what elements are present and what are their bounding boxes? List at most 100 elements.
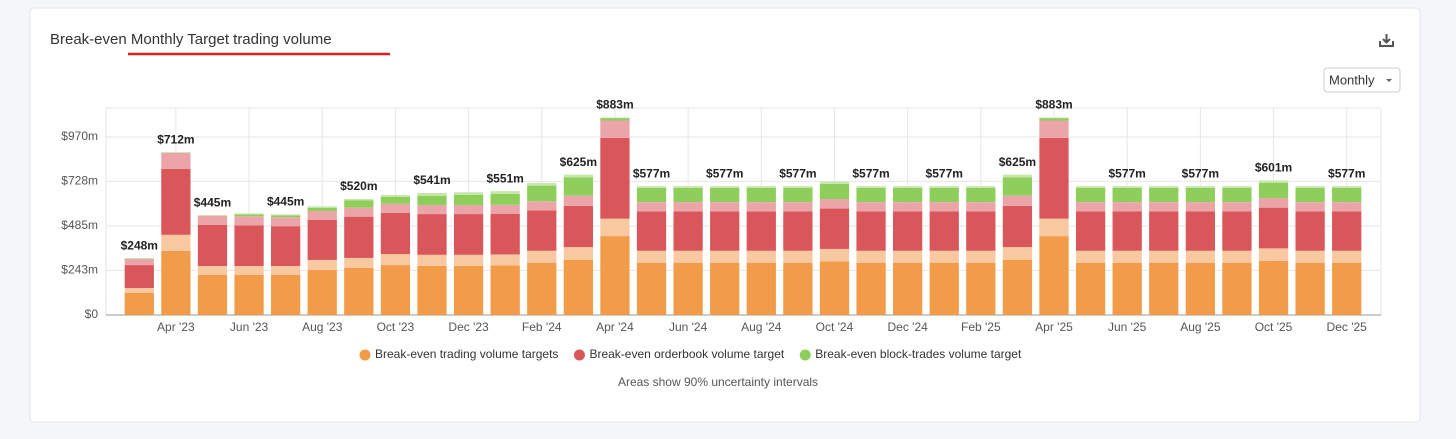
bar-segment xyxy=(1003,206,1032,247)
uncertainty-band xyxy=(1113,251,1142,263)
total-label: $601m xyxy=(1255,161,1292,175)
legend-label: Break-even block-trades volume target xyxy=(815,347,1022,361)
bar-segment xyxy=(710,211,739,250)
bar-segment xyxy=(783,263,812,315)
total-label: $577m xyxy=(926,166,963,180)
uncertainty-band xyxy=(1332,202,1361,211)
legend-marker xyxy=(360,350,371,361)
total-label: $577m xyxy=(633,166,670,180)
bar-segment xyxy=(454,195,483,205)
uncertainty-band xyxy=(783,251,812,263)
bar-segment xyxy=(417,214,446,255)
bar-segment xyxy=(747,263,776,315)
x-tick-label: Aug '25 xyxy=(1180,320,1221,334)
legend-label: Break-even orderbook volume target xyxy=(589,347,784,361)
uncertainty-band xyxy=(564,175,593,178)
bar-segment xyxy=(381,213,410,254)
bar-segment xyxy=(673,188,702,202)
uncertainty-band xyxy=(966,186,995,188)
uncertainty-band xyxy=(1076,186,1105,188)
x-tick-label: Dec '23 xyxy=(448,320,489,334)
x-tick-label: Aug '23 xyxy=(302,320,343,334)
uncertainty-band xyxy=(710,202,739,211)
x-tick-label: Oct '23 xyxy=(377,320,415,334)
uncertainty-band xyxy=(271,266,300,275)
legend-label: Break-even trading volume targets xyxy=(375,347,558,361)
x-tick-label: Jun '24 xyxy=(669,320,708,334)
bar-segment xyxy=(1113,211,1142,250)
bar-segment xyxy=(856,188,885,202)
bar-segment xyxy=(344,200,373,207)
uncertainty-band xyxy=(710,186,739,188)
y-tick-label: $485m xyxy=(61,218,98,232)
bar-segment xyxy=(234,275,263,315)
bar-segment xyxy=(966,263,995,315)
uncertainty-band xyxy=(234,216,263,225)
uncertainty-band xyxy=(344,208,373,217)
bar-segment xyxy=(1003,177,1032,195)
uncertainty-band xyxy=(930,186,959,188)
bar-segment xyxy=(966,211,995,250)
uncertainty-band xyxy=(747,186,776,188)
download-button[interactable] xyxy=(1380,33,1394,46)
uncertainty-band xyxy=(1332,251,1361,263)
x-tick-label: Feb '24 xyxy=(522,320,562,334)
bar-segment xyxy=(747,211,776,250)
uncertainty-band xyxy=(600,118,629,119)
uncertainty-band xyxy=(1295,251,1324,263)
uncertainty-band xyxy=(1003,196,1032,206)
uncertainty-band xyxy=(198,216,227,225)
bar-segment xyxy=(1076,211,1105,250)
x-tick-label: Jun '25 xyxy=(1108,320,1147,334)
chart-title: Break-even Monthly Target trading volume xyxy=(50,31,332,48)
uncertainty-band xyxy=(600,219,629,236)
period-dropdown[interactable]: Monthly xyxy=(1324,68,1400,92)
uncertainty-band xyxy=(1149,251,1178,263)
uncertainty-band xyxy=(381,254,410,265)
uncertainty-band xyxy=(417,255,446,266)
bar-segment xyxy=(527,210,556,250)
total-label: $551m xyxy=(486,171,523,185)
uncertainty-band xyxy=(491,254,520,265)
total-label: $577m xyxy=(706,166,743,180)
bar-segment xyxy=(1003,260,1032,315)
uncertainty-band xyxy=(527,201,556,210)
bar-segment xyxy=(1332,211,1361,250)
bar-segment xyxy=(747,188,776,202)
total-label: $883m xyxy=(1035,98,1072,112)
total-label: $625m xyxy=(560,155,597,169)
uncertainty-band xyxy=(417,205,446,214)
bar-segment xyxy=(710,263,739,315)
bar-segment xyxy=(1295,188,1324,202)
x-tick-label: Oct '24 xyxy=(816,320,854,334)
uncertainty-band xyxy=(491,191,520,194)
dropdown-label[interactable]: Monthly xyxy=(1329,72,1375,87)
uncertainty-band xyxy=(308,260,337,270)
uncertainty-band xyxy=(600,120,629,137)
uncertainty-band xyxy=(637,202,666,211)
bar-segment xyxy=(856,211,885,250)
uncertainty-band xyxy=(966,251,995,263)
uncertainty-band xyxy=(161,235,190,251)
uncertainty-band xyxy=(381,204,410,213)
uncertainty-band xyxy=(856,202,885,211)
bar-segment xyxy=(1149,263,1178,315)
bar-segment xyxy=(820,184,849,199)
uncertainty-band xyxy=(1332,186,1361,188)
bar-segment xyxy=(1039,138,1068,219)
bar-segment xyxy=(1295,263,1324,315)
bar-segment xyxy=(1076,263,1105,315)
x-tick-label: Dec '25 xyxy=(1327,320,1368,334)
uncertainty-band xyxy=(1186,251,1215,263)
uncertainty-band xyxy=(1076,202,1105,211)
bar-segment xyxy=(417,196,446,205)
bar-segment xyxy=(856,263,885,315)
bar-segment xyxy=(308,208,337,211)
bar-segment xyxy=(1222,188,1251,202)
uncertainty-band xyxy=(344,258,373,268)
uncertainty-band xyxy=(856,251,885,263)
uncertainty-band xyxy=(454,192,483,195)
bar-segment xyxy=(930,211,959,250)
uncertainty-band xyxy=(673,251,702,263)
uncertainty-band xyxy=(125,288,154,293)
